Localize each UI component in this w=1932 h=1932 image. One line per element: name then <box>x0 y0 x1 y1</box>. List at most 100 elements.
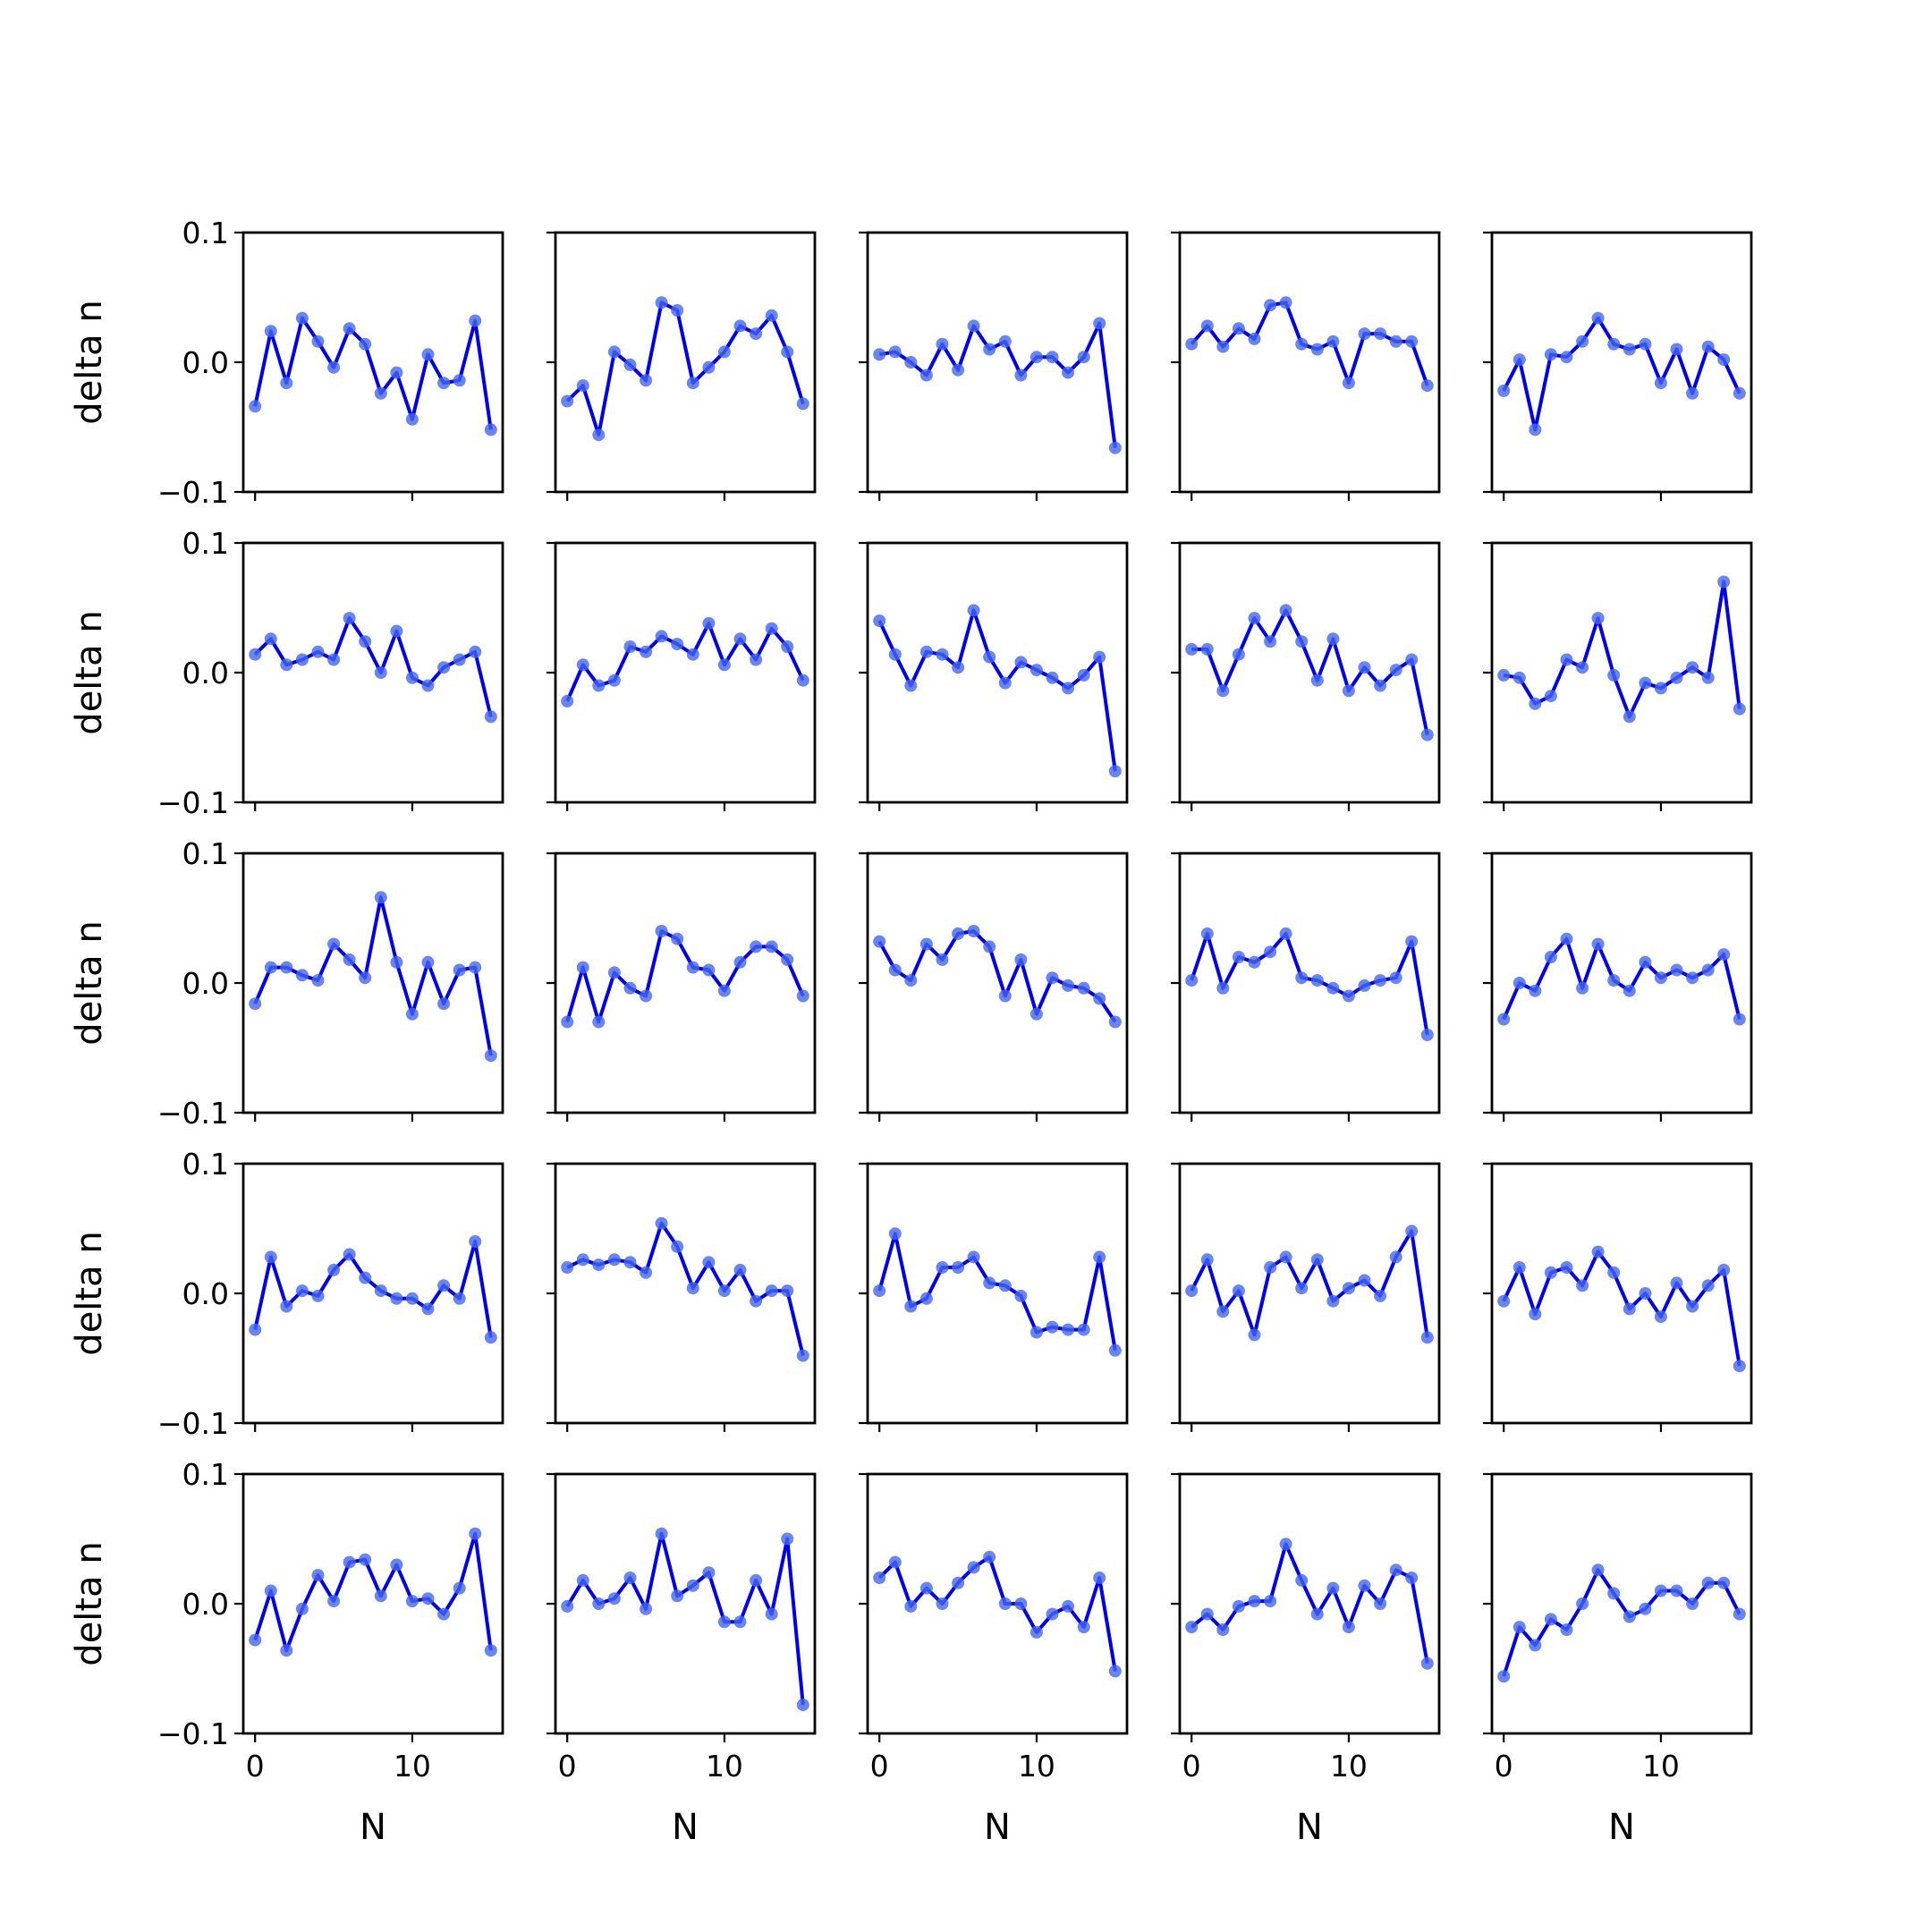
data-point <box>592 1597 606 1610</box>
data-point <box>1639 955 1652 969</box>
data-point <box>1405 653 1419 666</box>
data-point <box>249 1323 262 1336</box>
data-point <box>1216 1623 1230 1636</box>
data-point <box>888 963 902 977</box>
subplot-r2-c2 <box>859 852 1129 1122</box>
series-line <box>1502 1250 1741 1367</box>
data-point <box>1374 974 1387 987</box>
data-point <box>1295 337 1309 351</box>
data-point <box>421 679 435 692</box>
data-point <box>1529 423 1542 436</box>
data-point <box>1544 348 1557 361</box>
subplot-r2-c3 <box>1171 852 1441 1122</box>
data-point <box>983 1276 996 1290</box>
data-point <box>1326 1581 1340 1595</box>
data-point <box>733 319 747 333</box>
data-point <box>421 348 435 361</box>
data-point <box>1670 343 1683 356</box>
data-point <box>1639 676 1652 690</box>
data-point <box>1046 1607 1059 1621</box>
data-point <box>1279 927 1292 940</box>
axes-frame <box>1490 852 1753 1114</box>
data-point <box>936 648 949 661</box>
axes-frame <box>1178 231 1441 494</box>
data-point <box>280 1644 293 1657</box>
data-point <box>1342 989 1355 1003</box>
data-point <box>671 1589 684 1603</box>
data-point <box>469 1235 482 1248</box>
data-point <box>295 653 309 666</box>
y-tick-label: 0.1 <box>182 1147 229 1182</box>
data-point <box>343 1555 356 1569</box>
data-point <box>249 400 262 413</box>
data-point <box>390 366 403 379</box>
data-point <box>453 963 466 977</box>
data-point <box>1200 1253 1214 1267</box>
data-point <box>561 1015 574 1029</box>
data-point <box>1216 684 1230 698</box>
data-point <box>936 1261 949 1274</box>
data-point <box>1560 653 1573 666</box>
data-point <box>280 658 293 672</box>
data-point <box>1717 1263 1731 1276</box>
data-point <box>1560 932 1573 945</box>
data-point <box>249 1633 262 1647</box>
data-point <box>264 961 277 974</box>
axes-frame <box>242 541 504 804</box>
axes-frame <box>554 541 817 804</box>
series-line <box>566 1221 805 1357</box>
data-point <box>1232 322 1245 335</box>
data-point <box>640 645 653 658</box>
data-point <box>1358 1274 1371 1287</box>
data-point <box>1248 332 1261 345</box>
data-point <box>1686 386 1699 400</box>
data-point <box>1591 612 1605 625</box>
data-point <box>390 1558 403 1572</box>
subplot-r2-c0: −0.1 0.0 0.1 delta n <box>69 836 504 1131</box>
series-line <box>253 1531 493 1653</box>
data-point <box>1389 1250 1402 1264</box>
data-point <box>671 1240 684 1253</box>
axes-frame <box>1178 852 1441 1114</box>
data-point <box>750 1294 763 1308</box>
data-point <box>437 661 451 674</box>
y-tick-label: 0.1 <box>182 216 229 250</box>
data-point <box>343 322 356 335</box>
data-point <box>998 335 1012 348</box>
series-line <box>1502 316 1741 432</box>
series-line <box>253 895 493 1056</box>
data-point <box>484 1644 497 1657</box>
data-point <box>1717 1576 1731 1589</box>
data-point <box>1014 953 1028 966</box>
series-line <box>1502 936 1741 1021</box>
data-point <box>1497 1294 1511 1308</box>
axes-frame <box>242 1472 504 1735</box>
data-point <box>655 925 668 937</box>
subplot-r4-c4: 0 10N <box>1483 1472 1753 1848</box>
data-point <box>733 1263 747 1276</box>
data-point <box>873 1284 886 1298</box>
data-point <box>561 1261 574 1274</box>
data-point <box>1046 971 1059 985</box>
data-point <box>1062 1599 1075 1613</box>
data-point <box>592 1015 606 1029</box>
x-axis-label: N <box>1296 1807 1323 1848</box>
data-point <box>295 311 309 325</box>
data-point <box>640 374 653 387</box>
subplot-r3-c4 <box>1483 1162 1753 1432</box>
data-point <box>952 1576 965 1589</box>
data-point <box>1014 1289 1028 1302</box>
x-axis-label: N <box>984 1807 1011 1848</box>
data-point <box>1544 1266 1557 1279</box>
data-point <box>1686 1597 1699 1610</box>
y-axis-label: delta n <box>69 920 110 1045</box>
data-point <box>1623 984 1636 997</box>
data-point <box>1216 981 1230 995</box>
data-point <box>1200 1607 1214 1621</box>
data-point <box>1232 951 1245 963</box>
data-point <box>796 1699 809 1712</box>
data-point <box>1607 337 1621 351</box>
data-point <box>311 645 325 658</box>
data-point <box>967 1561 980 1574</box>
data-point <box>936 337 949 351</box>
